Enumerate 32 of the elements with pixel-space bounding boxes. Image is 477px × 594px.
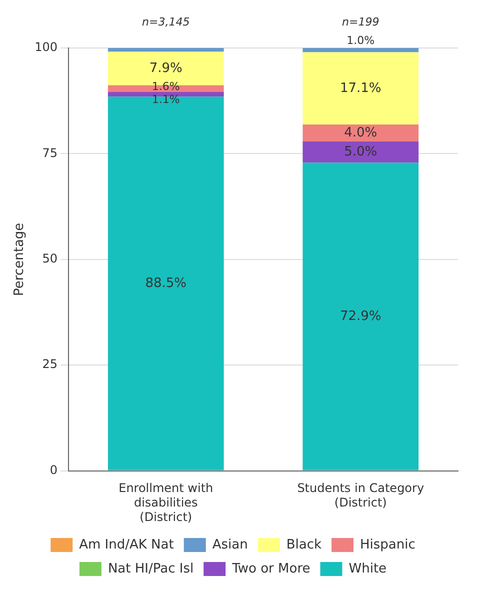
bar <box>302 48 419 52</box>
legend-label: Am Ind/AK Nat <box>79 537 174 552</box>
data-label: 17.1% <box>340 80 382 96</box>
data-label: 4.0% <box>344 125 378 140</box>
x-tick-label: Enrollment with disabilities (District) <box>118 481 214 524</box>
bar <box>302 52 419 125</box>
legend-label: Nat HI/Pac Isl <box>108 561 194 576</box>
y-tick-label: 50 <box>42 252 58 266</box>
annotation: n=199 <box>342 15 380 28</box>
data-label: 1.0% <box>346 34 375 47</box>
data-label: 5.0% <box>344 144 378 160</box>
legend-label: Asian <box>212 537 248 552</box>
data-label: 88.5% <box>145 276 187 291</box>
y-tick-label: 25 <box>42 357 58 372</box>
y-axis-title: Percentage <box>12 222 28 296</box>
bar <box>302 141 419 163</box>
y-tick-label: 75 <box>42 146 58 160</box>
bar <box>108 96 224 470</box>
y-tick-label: 0 <box>50 462 58 477</box>
y-tick-label: 100 <box>34 40 58 54</box>
bar <box>108 48 224 52</box>
data-label: 72.9% <box>340 308 382 324</box>
bar <box>302 162 419 470</box>
data-label: 1.1% <box>152 93 180 106</box>
bar <box>302 124 419 142</box>
legend-label: Black <box>286 537 322 552</box>
annotation: n=3,145 <box>142 15 190 28</box>
data-label: 7.9% <box>149 60 182 76</box>
x-tick-label: Students in Category (District) <box>297 481 424 510</box>
legend-label: Hispanic <box>360 537 416 552</box>
legend-label: White <box>348 561 387 576</box>
legend-label: Two or More <box>231 561 310 576</box>
